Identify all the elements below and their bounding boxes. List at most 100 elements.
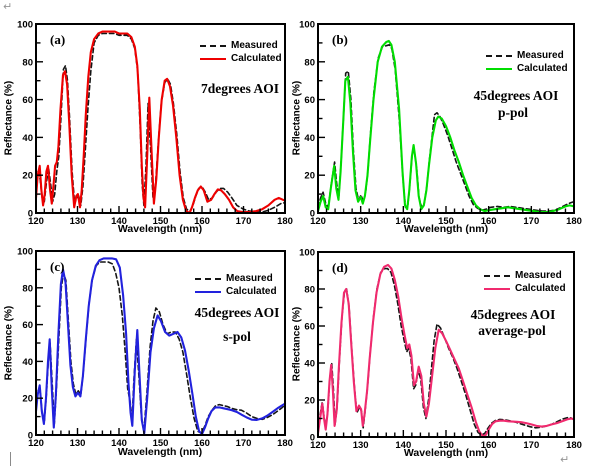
y-tick-label: 0 [28, 431, 33, 442]
annotation-c-line1: 45degrees AOI [194, 305, 280, 320]
legend-measured-label: Measured [515, 270, 562, 281]
x-tick-label: 140 [111, 438, 127, 449]
legend-calculated-label: Calculated [515, 283, 566, 294]
y-tick-label: 80 [304, 57, 315, 68]
x-tick-label: 170 [236, 216, 252, 227]
panel-label-c: (c) [50, 259, 65, 274]
calculated-line-swatch [484, 287, 510, 290]
y-tick-label: 100 [299, 248, 315, 259]
x-tick-label: 130 [353, 440, 369, 451]
y-tick-label: 40 [22, 133, 33, 144]
calculated-line-swatch [195, 290, 221, 293]
text-cursor-mark [10, 452, 11, 466]
x-tick-label: 120 [28, 438, 44, 449]
x-tick-label: 150 [438, 440, 454, 451]
panel-b-plot: 120 130 140 150 160 170 180 0 20 40 60 80 100 [299, 20, 582, 228]
x-tick-label: 120 [28, 216, 44, 227]
y-tick-label: 80 [304, 285, 315, 296]
y-tick-label: 20 [22, 394, 33, 405]
legend-row-calculated: Calculated [200, 52, 282, 65]
legend-row-calculated: Calculated [484, 282, 566, 295]
panel-d-plot: 120 130 140 150 160 170 180 0 20 40 60 80 100 [299, 248, 582, 452]
axes-frame [317, 251, 575, 438]
legend-d: Measured Calculated [484, 269, 566, 295]
x-tick-label: 120 [310, 440, 326, 451]
x-tick-label: 180 [566, 216, 582, 227]
axes-frame [317, 23, 575, 214]
legend-c: Measured Calculated [195, 272, 277, 298]
x-tick-label: 120 [310, 216, 326, 227]
y-tick-label: 60 [22, 320, 33, 331]
x-tick-label: 140 [395, 216, 411, 227]
y-tick-label: 40 [22, 357, 33, 368]
annotation-d-line2: average-pol [478, 323, 546, 338]
x-tick-label: 160 [481, 216, 497, 227]
y-tick-label: 60 [22, 95, 33, 106]
x-axis-title-a: Wavelength (nm) [117, 223, 203, 235]
y-tick-label: 100 [299, 20, 315, 31]
panel-label-d: (d) [332, 260, 348, 275]
x-tick-label: 140 [111, 216, 127, 227]
y-tick-label: 20 [22, 171, 33, 182]
x-tick-label: 150 [153, 438, 169, 449]
y-tick-label: 60 [304, 95, 315, 106]
panel-label-b: (b) [332, 32, 348, 47]
measured-dash-swatch [195, 277, 221, 280]
legend-calculated-label: Calculated [517, 63, 568, 74]
measured-dash-swatch [486, 54, 512, 57]
x-axis-title-b: Wavelength (nm) [403, 223, 489, 235]
y-axis-title-c: Reflectance (%) [3, 305, 15, 381]
y-tick-label: 40 [304, 133, 315, 144]
x-tick-label: 180 [566, 440, 582, 451]
y-tick-label: 100 [17, 20, 33, 31]
y-tick-label: 100 [17, 247, 33, 258]
annotation-b-line1: 45degrees AOI [473, 88, 559, 103]
x-tick-label: 130 [353, 216, 369, 227]
x-axis-title-c: Wavelength (nm) [117, 446, 203, 458]
annotation-c-line2: s-pol [223, 329, 251, 344]
x-tick-label: 160 [194, 438, 210, 449]
y-tick-label: 0 [310, 209, 315, 220]
y-tick-label: 80 [22, 283, 33, 294]
y-tick-label: 20 [304, 171, 315, 182]
calculated-line-swatch [486, 67, 512, 70]
x-tick-label: 150 [153, 216, 169, 227]
y-axis-title-b: Reflectance (%) [291, 80, 303, 156]
x-tick-label: 140 [395, 440, 411, 451]
paragraph-return-mark-bottom: ↵ [560, 453, 570, 466]
x-tick-label: 170 [523, 440, 539, 451]
legend-measured-label: Measured [231, 40, 278, 51]
series-calculated-b [316, 39, 576, 214]
x-tick-label: 170 [236, 438, 252, 449]
y-tick-label: 40 [304, 359, 315, 370]
legend-b: Measured Calculated [486, 49, 568, 75]
legend-row-measured: Measured [200, 39, 282, 52]
legend-measured-label: Measured [226, 273, 273, 284]
legend-measured-label: Measured [517, 50, 564, 61]
y-tick-label: 20 [304, 396, 315, 407]
x-tick-label: 180 [277, 438, 293, 449]
x-tick-label: 160 [194, 216, 210, 227]
y-tick-label: 80 [22, 57, 33, 68]
annotation-d-line1: 45degrees AOI [470, 307, 556, 322]
series-calculated-d [316, 263, 576, 438]
x-tick-label: 130 [70, 216, 86, 227]
x-tick-label: 170 [523, 216, 539, 227]
series-calculated-a [34, 30, 287, 215]
measured-dash-swatch [484, 274, 510, 277]
legend-row-measured: Measured [195, 272, 277, 285]
panel-label-a: (a) [50, 32, 66, 47]
y-axis-title-d: Reflectance (%) [291, 306, 303, 382]
x-axis-title-d: Wavelength (nm) [403, 447, 489, 459]
series-calculated-c [34, 257, 287, 436]
x-tick-label: 180 [277, 216, 293, 227]
legend-calculated-label: Calculated [231, 53, 282, 64]
y-tick-label: 60 [304, 322, 315, 333]
panel-c-plot: 120 130 140 150 160 170 180 0 20 40 60 80 100 [17, 247, 293, 450]
annotation-b-line2: p-pol [497, 105, 529, 120]
paragraph-return-mark-top: ↵ [3, 0, 13, 13]
axes-frame [35, 23, 286, 214]
y-tick-label: 0 [28, 209, 33, 220]
axes-frame [35, 250, 286, 436]
